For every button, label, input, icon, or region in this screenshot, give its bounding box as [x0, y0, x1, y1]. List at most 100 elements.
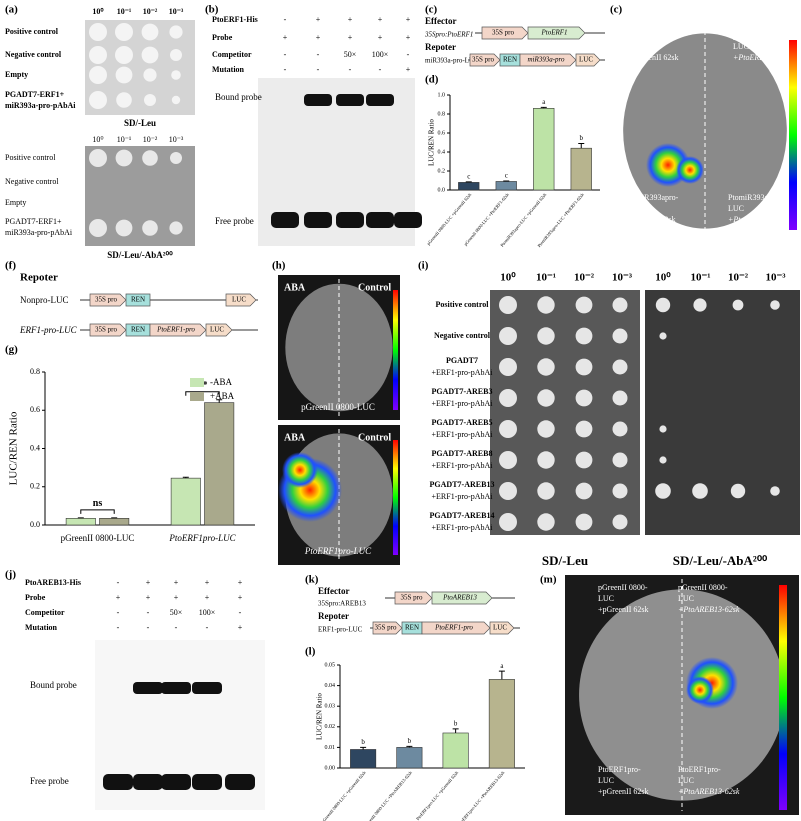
label: + — [348, 33, 353, 42]
label: 0.03 — [325, 704, 336, 710]
leaf — [285, 283, 393, 412]
band — [133, 774, 163, 790]
label: SD/-Leu — [542, 553, 588, 568]
label: +pGreenII 62sk — [598, 787, 649, 796]
construct-part — [469, 53, 501, 67]
label: + — [174, 578, 179, 587]
label: miR393a-pro-pAbAi — [5, 228, 73, 237]
panel-label: (l) — [305, 646, 316, 658]
label: +pGreenII 62sk — [598, 605, 649, 614]
label: 1.0 — [438, 92, 446, 98]
label: 35S pro — [95, 296, 117, 304]
label: PGADT7-AREB14 — [430, 511, 495, 520]
colony — [499, 358, 517, 376]
construct-part — [225, 293, 257, 307]
label: 0.2 — [438, 168, 446, 174]
label: 0.6 — [30, 405, 40, 414]
label: + — [406, 33, 411, 42]
label: 35S pro — [472, 56, 494, 64]
label: - — [349, 65, 352, 74]
label: +PtoERF1-62sk — [728, 215, 781, 224]
label: PtoERF1-His — [212, 15, 258, 24]
label: 0.0 — [438, 187, 446, 193]
error-bar — [360, 746, 367, 750]
panel-label: (g) — [5, 344, 18, 356]
label: 0.00 — [325, 765, 336, 771]
error-bar — [452, 728, 459, 733]
bar — [99, 518, 130, 526]
colony — [692, 483, 708, 499]
label: miR393a-pro — [527, 56, 565, 64]
label: 0.8 — [438, 111, 446, 117]
colony — [770, 300, 780, 310]
label: 10⁻¹ — [536, 272, 556, 284]
label: - — [407, 50, 410, 59]
label: PGADT7-AREB3 — [432, 387, 493, 396]
label: 0.01 — [325, 745, 336, 751]
label: Control — [358, 282, 391, 293]
label: 0.02 — [325, 724, 336, 730]
colony — [575, 389, 593, 407]
label: Repoter — [425, 42, 456, 52]
label: pGreenII 0800- — [598, 583, 648, 592]
bar — [350, 749, 377, 769]
label: LUC — [598, 776, 614, 785]
colony — [89, 23, 107, 41]
label: REN — [131, 326, 145, 334]
band — [394, 212, 422, 228]
label: 100× — [199, 608, 216, 617]
label: Repoter — [20, 272, 58, 284]
error-bar — [540, 106, 547, 109]
label: Probe — [25, 593, 46, 602]
label: +ERF1-pro-pAbAi — [432, 523, 494, 532]
label: - — [284, 15, 287, 24]
label: 10⁻² — [574, 272, 595, 284]
label: 0.2 — [30, 482, 40, 491]
legend-label: -ABA — [210, 377, 232, 387]
label: Bound probe — [30, 680, 77, 690]
colony — [499, 482, 517, 500]
bar — [65, 518, 96, 526]
label: Bound probe — [215, 92, 262, 102]
label: LUC — [493, 624, 507, 632]
label: Positive control — [436, 300, 490, 309]
annotation: c — [505, 172, 508, 180]
colony — [575, 296, 593, 314]
annotation: a — [500, 662, 504, 670]
label: PtomiR393apro- — [728, 193, 782, 202]
colony — [144, 94, 156, 106]
colony — [116, 92, 132, 108]
band — [366, 212, 394, 228]
band — [103, 774, 133, 790]
label: 100× — [372, 50, 389, 59]
label: +ERF1-pro-pAbAi — [432, 461, 494, 470]
label: Negative control — [5, 177, 59, 186]
colony — [115, 66, 133, 84]
construct-part — [125, 293, 151, 307]
label: - — [239, 608, 242, 617]
x-tick-label: PtoERF1pro-LUC +pGreenII 62sk — [415, 770, 460, 821]
colony — [612, 390, 628, 406]
legend-label: +ABA — [210, 391, 235, 401]
bracket — [185, 391, 220, 396]
label: PGADT7-AREB13 — [430, 480, 495, 489]
label: - — [284, 65, 287, 74]
label: Effector — [425, 16, 456, 26]
label: Probe — [212, 33, 233, 42]
label: 10⁻¹ — [117, 135, 132, 144]
bar — [442, 732, 469, 769]
label: 50× — [344, 50, 357, 59]
colony — [730, 483, 746, 499]
colony — [143, 68, 157, 82]
x-tick-label: pGreenII 0800-LUC — [61, 533, 135, 543]
label: 35S pro — [375, 624, 397, 632]
label: 0.6 — [438, 130, 446, 136]
label: 10⁻² — [728, 272, 749, 284]
x-tick-label: pGreenII 0800-LUC +pGreenII 62sk — [320, 770, 367, 821]
label: LUC — [210, 326, 224, 334]
colony — [659, 332, 667, 340]
colony — [732, 299, 744, 311]
band — [271, 212, 299, 228]
label: + — [406, 15, 411, 24]
label: LUC — [232, 296, 246, 304]
